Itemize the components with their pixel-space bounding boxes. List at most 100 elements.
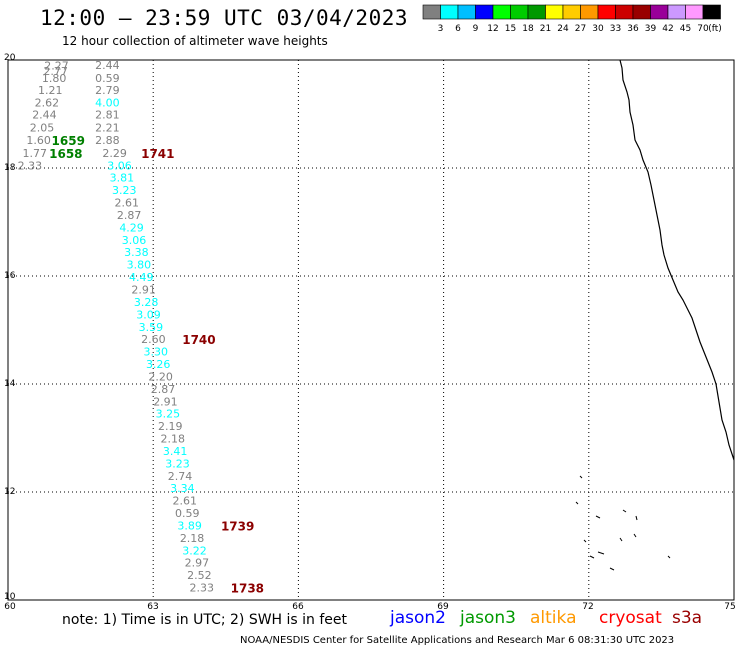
time-mark: 1740 [182, 333, 215, 347]
legend-label: 6 [455, 24, 461, 34]
swh-value: 2.33 [18, 159, 43, 172]
swh-value: 2.81 [95, 109, 120, 122]
lon-label-63: 63 [147, 602, 159, 612]
swh-value: 2.62 [35, 97, 60, 110]
swh-value: 3.28 [134, 296, 159, 309]
swh-value: 2.20 [148, 370, 173, 383]
legend-label: 15 [505, 24, 516, 34]
legend-label: 21 [540, 24, 551, 34]
legend-label: 18 [522, 24, 534, 34]
legend-label: 27 [575, 24, 586, 34]
sat-label-jason2: jason2 [390, 608, 446, 628]
swh-value: 3.06 [122, 234, 146, 247]
credit-line: NOAA/NESDIS Center for Satellite Applica… [240, 635, 675, 646]
sat-label-altika: altika [530, 608, 577, 628]
swh-readings: 2.440.592.794.002.812.212.882.293.063.81… [18, 59, 214, 595]
swh-value: 2.88 [95, 134, 120, 147]
swh-value: 4.49 [129, 271, 154, 284]
swh-value: 2.19 [158, 420, 183, 433]
swh-value: 3.59 [139, 321, 164, 334]
time-mark: 1658 [49, 147, 82, 161]
swh-value: 3.34 [170, 482, 195, 495]
lon-label-66: 66 [292, 602, 304, 612]
legend-label: 33 [610, 24, 621, 34]
sat-label-s3a: s3a [672, 608, 703, 628]
swh-value: 1.60 [26, 134, 50, 147]
time-mark: 1738 [231, 582, 264, 596]
swh-value: 3.25 [156, 408, 181, 421]
lat-label-12: 12 [4, 487, 16, 497]
time-mark: 1741 [141, 147, 174, 161]
swh-value: 3.09 [136, 308, 161, 321]
swh-value: 2.18 [160, 433, 185, 446]
lon-label-60: 60 [4, 602, 16, 612]
lat-label-10: 10 [4, 592, 16, 602]
legend-label: 42 [662, 24, 673, 34]
swh-value: 3.38 [124, 246, 149, 259]
swh-value: 0.59 [95, 72, 120, 85]
time-mark: 1739 [221, 519, 254, 533]
gridlines [8, 60, 734, 600]
lon-label-72: 72 [582, 602, 594, 612]
swh-value: 4.29 [119, 221, 144, 234]
legend-swatch [702, 4, 721, 20]
swh-value: 2.79 [95, 84, 120, 97]
lat-label-20: 20 [4, 53, 16, 63]
lon-label-69: 69 [437, 602, 449, 612]
swh-value: 3.06 [107, 159, 132, 172]
swh-value: 2.29 [102, 147, 127, 160]
map-subtitle: 12 hour collection of altimeter wave hei… [62, 34, 328, 48]
swh-value: 2.91 [131, 284, 156, 297]
swh-value: 2.87 [117, 209, 141, 222]
swh-value: 1.21 [38, 84, 63, 97]
swh-value: 2.44 [95, 59, 120, 72]
swh-value: 2.74 [168, 470, 193, 483]
swh-value: 4.00 [95, 97, 120, 110]
swh-value: 1.77 [23, 147, 48, 160]
swh-value: 3.41 [163, 445, 188, 458]
sat-label-cryosat: cryosat [599, 608, 662, 628]
coastline-india-west [619, 59, 735, 461]
coastal-islands [575, 475, 671, 571]
legend-label: 24 [557, 24, 569, 34]
swh-value: 3.80 [127, 259, 152, 272]
swh-value: 3.81 [110, 172, 135, 185]
swh-value: 2.97 [185, 557, 210, 570]
swh-value: 2.27 [44, 59, 69, 72]
legend-label: 45 [680, 24, 691, 34]
swh-value: 3.89 [177, 519, 202, 532]
time-mark: 1659 [52, 134, 85, 148]
swh-value: 2.05 [30, 122, 54, 135]
lat-label-18: 18 [4, 163, 16, 173]
wave-height-color-legend: 3 6 9 12 15 18 21 24 27 30 33 36 39 42 45 70 (ft) [422, 4, 722, 34]
swh-value: 2.33 [190, 582, 215, 595]
swh-value: 2.77 [43, 65, 68, 78]
legend-label: 70 [697, 24, 709, 34]
swh-value: 2.61 [114, 197, 139, 210]
swh-value: 3.23 [165, 457, 190, 470]
swh-value: 3.30 [144, 346, 169, 359]
legend-label: 12 [487, 24, 498, 34]
swh-value: 3.22 [182, 544, 207, 557]
swh-value: 2.60 [141, 333, 166, 346]
legend-label: 9 [473, 24, 479, 34]
swh-value: 0.59 [175, 507, 200, 520]
legend-unit: (ft) [708, 24, 722, 34]
swh-value: 2.18 [180, 532, 205, 545]
legend-label: 36 [627, 24, 639, 34]
footnote: note: 1) Time is in UTC; 2) SWH is in fe… [62, 612, 348, 628]
swh-value: 3.23 [112, 184, 137, 197]
swh-value: 2.44 [32, 109, 57, 122]
swh-value: 2.21 [95, 122, 120, 135]
map-title: 12:00 – 23:59 UTC 03/04/2023 [40, 6, 409, 30]
map-frame [7, 59, 735, 601]
swh-value: 1.80 [42, 72, 67, 85]
lat-label-16: 16 [4, 271, 16, 281]
swh-value: 2.61 [173, 495, 198, 508]
lat-label-14: 14 [4, 379, 16, 389]
lon-label-75: 75 [724, 602, 736, 612]
sat-label-jason3: jason3 [460, 608, 516, 628]
swh-value: 2.91 [153, 395, 178, 408]
